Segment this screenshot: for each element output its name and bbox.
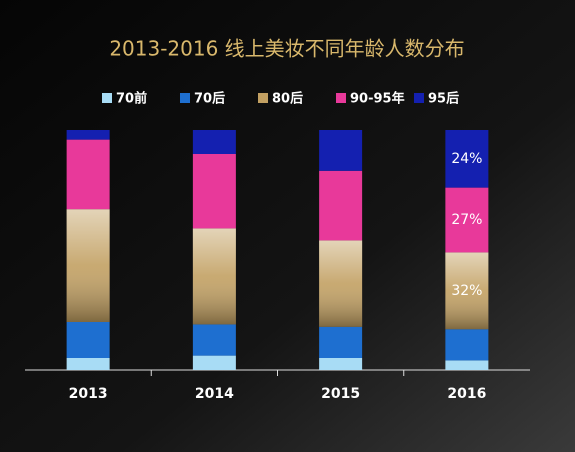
bar-segment xyxy=(66,139,110,210)
x-tick-label: 2013 xyxy=(69,386,108,402)
bar-segment xyxy=(66,358,110,370)
data-label: 32% xyxy=(451,283,482,299)
bar-segment xyxy=(319,358,363,370)
bar-segment xyxy=(319,130,363,171)
legend-label: 95后 xyxy=(428,91,459,107)
bar-segment xyxy=(66,130,110,140)
data-label: 24% xyxy=(451,151,482,167)
legend-label: 70前 xyxy=(116,91,147,107)
bar-segment xyxy=(445,360,489,370)
bar-segment xyxy=(445,130,489,188)
bar-segment xyxy=(192,130,236,154)
data-label: 27% xyxy=(451,212,482,228)
bar-shine xyxy=(319,240,363,327)
bar-segment xyxy=(66,322,110,358)
legend-swatch xyxy=(258,93,268,103)
legend-swatch xyxy=(180,93,190,103)
bar-segment xyxy=(319,326,363,358)
legend-label: 90-95年 xyxy=(350,91,405,107)
bar-segment xyxy=(192,154,236,229)
legend-label: 80后 xyxy=(272,91,303,107)
chart-title: 2013-2016 线上美妆不同年龄人数分布 xyxy=(109,37,464,61)
bar-shine xyxy=(192,228,236,325)
bar-segment xyxy=(319,170,363,241)
bar-segment xyxy=(445,329,489,361)
x-tick-label: 2015 xyxy=(321,386,360,402)
bar-segment xyxy=(192,324,236,356)
legend-swatch xyxy=(414,93,424,103)
legend-swatch xyxy=(336,93,346,103)
bar-segment xyxy=(192,355,236,370)
x-tick-label: 2014 xyxy=(195,386,234,402)
bar-shine xyxy=(66,209,110,322)
legend-label: 70后 xyxy=(194,91,225,107)
bar-segment xyxy=(445,187,489,253)
bar-shine xyxy=(445,252,489,330)
x-tick-label: 2016 xyxy=(447,386,486,402)
legend-swatch xyxy=(102,93,112,103)
